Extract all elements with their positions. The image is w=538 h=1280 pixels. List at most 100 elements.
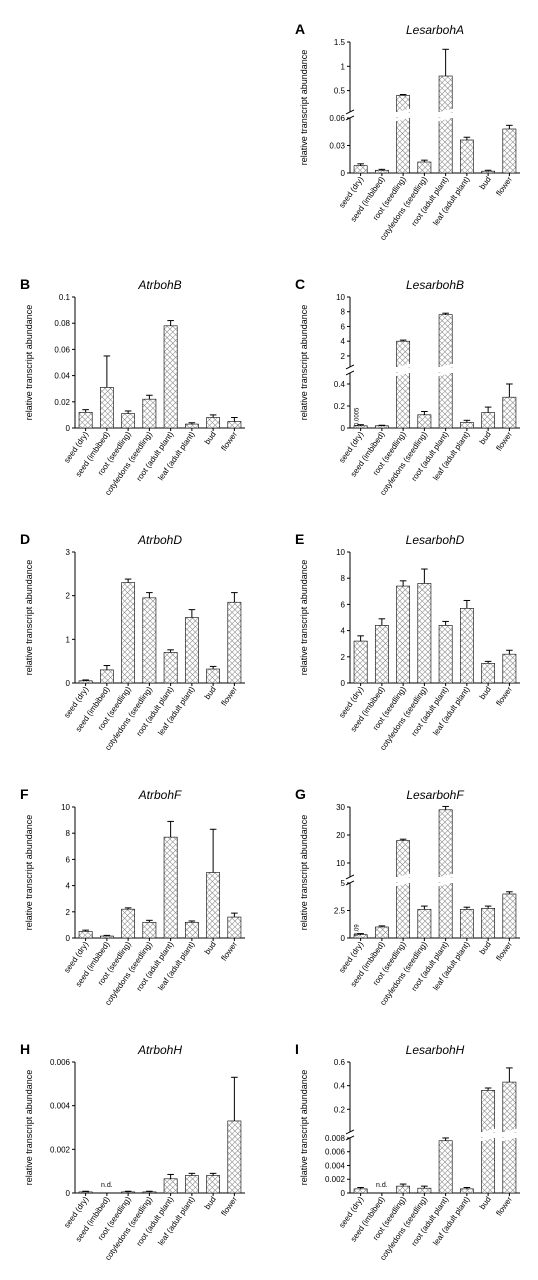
bar [79,931,92,938]
bar [439,1141,452,1193]
bar [375,426,388,428]
bar [397,841,410,877]
panel-letter: H [20,1041,30,1057]
panel-letter: B [20,276,30,292]
bar-value-text: 0.09 [355,924,361,936]
bar [354,641,367,683]
bar [228,421,241,428]
ytick: 0.002 [325,1175,346,1184]
ytick: 6 [341,322,346,331]
panel-letter: E [295,531,304,547]
ytick: 0.2 [334,1105,346,1114]
ytick: 0.4 [334,1082,346,1091]
bar [460,422,473,428]
bar [354,166,367,173]
bar [418,415,431,428]
bar [439,118,452,173]
bar [375,170,388,173]
ytick: 0.004 [325,1161,346,1170]
bar [418,909,431,938]
xtick-label: flower [494,685,514,708]
ytick: 4 [66,882,71,891]
ytick: 10 [336,859,345,868]
ytick: 0.4 [334,380,346,389]
xtick-label: flower [494,1195,514,1218]
ytick: 8 [341,308,346,317]
bar [482,1090,495,1132]
bar [503,1082,516,1132]
ytick: 2 [66,908,71,917]
ytick: 0.2 [334,402,346,411]
panel-letter: A [295,21,305,37]
bar [397,1186,410,1193]
xtick-label: flower [219,685,239,708]
bar [439,883,452,938]
ytick: 1 [66,635,71,644]
bar [482,663,495,683]
ytick: 2 [341,653,346,662]
ytick: 0 [66,934,71,943]
xtick-label: bud [203,430,218,446]
bar [100,936,113,938]
ytick: 0 [66,1189,71,1198]
bar [397,341,410,367]
bar [143,399,156,428]
xtick-label: flower [219,430,239,453]
xtick-label: flower [219,1195,239,1218]
bar [207,873,220,939]
bar [228,917,241,938]
ytick: 2 [66,592,71,601]
bar [207,1176,220,1193]
ylabel: relative transcript abundance [299,50,309,166]
panel-letter: I [295,1041,299,1057]
ytick: 1 [341,62,346,71]
bar [460,140,473,173]
ytick: 0.6 [334,1058,346,1067]
bar [185,424,198,428]
bar [354,1189,367,1193]
panel-B: BAtrbohBrelative transcript abundance00.… [20,276,245,497]
panel-F: FAtrbohFrelative transcript abundance024… [20,786,245,1007]
xtick-label: flower [494,940,514,963]
ytick: 3 [66,548,71,557]
bar [418,1188,431,1193]
ytick: 30 [336,803,345,812]
bar [482,908,495,938]
bar [503,894,516,938]
panel-letter: D [20,531,30,547]
panel-title: AtrbohB [137,278,181,292]
bar [460,608,473,683]
bar [439,810,452,877]
bar [439,76,452,112]
bar [143,922,156,938]
panel-C: CLesarbohBrelative transcript abundance0… [295,276,520,497]
ylabel: relative transcript abundance [24,560,34,676]
ylabel: relative transcript abundance [299,815,309,931]
bar [143,1192,156,1193]
panel-letter: G [295,786,306,802]
ytick: 0.06 [329,114,345,123]
bar [397,373,410,428]
panel-title: LesarbohH [406,1043,465,1057]
xtick-label: flower [219,940,239,963]
bar [164,837,177,938]
ytick: 0 [66,679,71,688]
bar [79,412,92,428]
bar [397,118,410,173]
bar [100,387,113,428]
bar [207,669,220,683]
ytick: 4 [341,337,346,346]
xtick-label: bud [203,685,218,701]
bar [207,418,220,428]
ytick: 0 [341,169,346,178]
bar [482,171,495,173]
panel-H: HAtrbohHrelative transcript abundance00.… [20,1041,245,1262]
xtick-label: bud [478,175,493,191]
panel-title: AtrbohH [137,1043,182,1057]
bar [164,1179,177,1193]
ytick: 0 [341,424,346,433]
bar [185,922,198,938]
bar [122,909,135,938]
bar [100,670,113,683]
bar [122,583,135,683]
